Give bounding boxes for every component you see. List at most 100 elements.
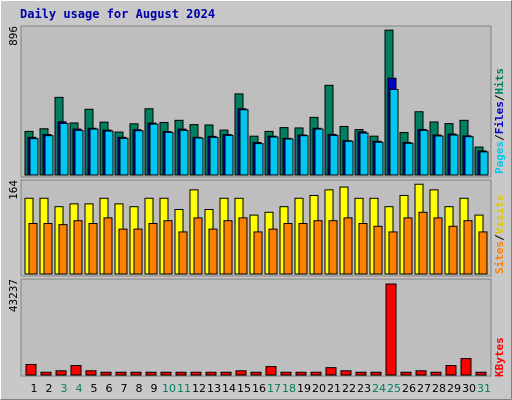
bar-sites-day-4 [73,220,83,275]
legend-sep-1: / [493,134,506,141]
x-tick-label-day-1: 1 [31,382,38,395]
bar-sites-day-13 [208,228,218,275]
bar-kbytes-day-8 [130,371,142,376]
x-tick-label-day-19: 19 [297,382,311,395]
bar-sites-day-25 [388,231,398,275]
x-tick-label-day-21: 21 [327,382,341,395]
bar-pages-day-12 [194,137,204,176]
bar-kbytes-day-21 [325,367,337,376]
bar-pages-day-25 [389,88,399,176]
bar-kbytes-day-22 [340,370,352,376]
bar-kbytes-day-5 [85,370,97,376]
bar-sites-day-7 [118,228,128,275]
bar-kbytes-day-2 [40,371,52,376]
bar-sites-day-2 [43,223,53,275]
bar-pages-day-31 [479,151,489,176]
x-tick-label-day-16: 16 [252,382,266,395]
bar-pages-day-24 [374,141,384,176]
bar-sites-day-17 [268,228,278,275]
bar-kbytes-day-15 [235,370,247,376]
legend-sep-3: / [493,234,506,241]
bar-sites-day-21 [328,220,338,275]
bar-sites-day-22 [343,217,353,275]
bar-pages-day-21 [329,134,339,176]
legend-hits-files-pages: Pages/Files/Hits [493,68,506,174]
legend-sites: Sites [493,241,506,274]
bar-kbytes-day-7 [115,371,127,376]
x-tick-label-day-13: 13 [207,382,221,395]
bar-sites-day-12 [193,217,203,275]
bar-sites-day-8 [133,228,143,275]
bar-sites-day-23 [358,223,368,275]
x-tick-label-day-8: 8 [136,382,143,395]
chart-title: Daily usage for August 2024 [20,7,215,21]
bar-kbytes-day-13 [205,371,217,376]
bar-sites-day-28 [433,217,443,275]
bar-sites-day-27 [418,211,428,275]
x-tick-label-day-4: 4 [76,382,83,395]
bar-sites-day-16 [253,231,263,275]
x-tick-label-day-11: 11 [177,382,191,395]
bar-kbytes-day-23 [355,371,367,376]
x-tick-label-day-3: 3 [61,382,68,395]
bar-kbytes-day-9 [145,371,157,376]
bar-pages-day-28 [434,135,444,176]
x-axis-labels: 1 2 3 4 5 6 7 8 9 10 11 12 13 14 15 16 17 18 19 20 21 22 23 24 2… [31,382,492,395]
bar-pages-day-6 [104,130,114,176]
bar-kbytes-day-20 [310,371,322,376]
bar-pages-day-26 [404,142,414,176]
bar-kbytes-day-11 [175,371,187,376]
x-tick-label-day-31: 31 [477,382,491,395]
bar-pages-day-4 [74,129,84,176]
x-tick-label-day-28: 28 [432,382,446,395]
bar-pages-day-20 [314,128,324,176]
bar-pages-day-27 [419,129,429,176]
bar-pages-day-5 [89,128,99,176]
bar-kbytes-day-29 [445,365,457,376]
bar-pages-day-29 [449,134,459,176]
x-tick-label-day-7: 7 [121,382,128,395]
bar-pages-day-16 [254,143,264,176]
bar-kbytes-day-30 [460,358,472,376]
bar-kbytes-day-6 [100,371,112,376]
bar-sites-day-3 [58,224,68,275]
bar-kbytes-day-28 [430,371,442,376]
bar-kbytes-day-26 [400,371,412,376]
ymax-label-kbytes: 43237 [7,279,20,312]
bar-sites-day-10 [163,220,173,275]
bar-pages-day-7 [119,137,129,176]
x-tick-label-day-30: 30 [462,382,476,395]
ymax-label-visits: 164 [7,180,20,200]
bar-pages-day-13 [209,136,219,176]
bar-sites-day-14 [223,220,233,275]
bar-pages-day-1 [29,138,39,176]
bar-sites-day-20 [313,220,323,275]
bar-sites-day-5 [88,223,98,275]
legend-sep-2: / [493,94,506,101]
panel-kbytes [20,278,492,377]
bar-sites-day-30 [463,220,473,275]
bar-pages-day-17 [269,136,279,176]
legend-hits: Hits [493,68,506,95]
x-tick-label-day-23: 23 [357,382,371,395]
bar-pages-day-30 [464,136,474,176]
bar-sites-day-1 [28,223,38,275]
bar-pages-day-15 [239,109,249,176]
bar-pages-day-23 [359,132,369,176]
bar-sites-day-9 [148,223,158,275]
bar-sites-day-19 [298,223,308,275]
bar-pages-day-10 [164,131,174,176]
x-tick-label-day-9: 9 [151,382,158,395]
x-tick-label-day-27: 27 [417,382,431,395]
x-tick-label-day-29: 29 [447,382,461,395]
legend-visits: Visits [493,195,506,235]
bar-kbytes-day-25 [385,283,397,376]
bar-kbytes-day-19 [295,371,307,376]
legend-visits-sites: Sites/Visits [493,195,506,275]
bar-kbytes-day-17 [265,366,277,376]
bar-sites-day-6 [103,217,113,275]
bar-pages-day-22 [344,140,354,176]
x-tick-label-day-5: 5 [91,382,98,395]
x-tick-label-day-25: 25 [387,382,401,395]
